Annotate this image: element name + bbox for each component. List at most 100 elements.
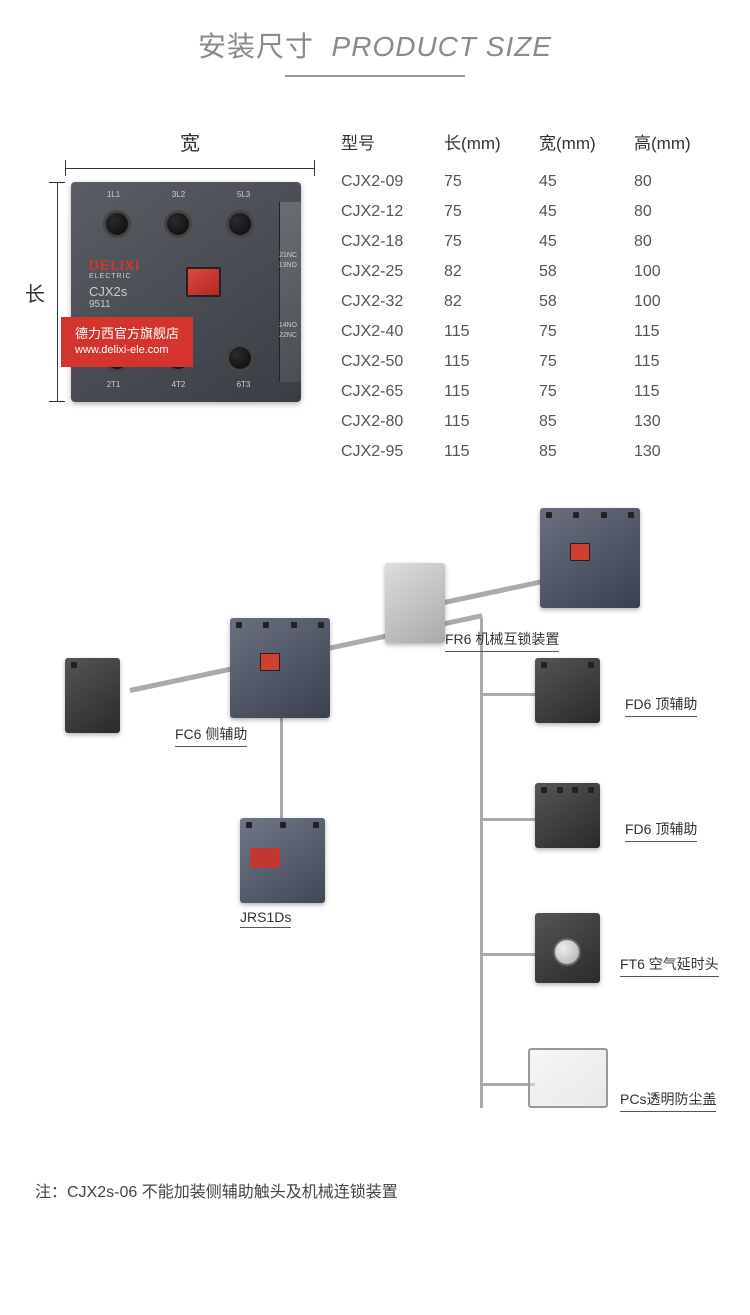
fc6-label: FC6 侧辅助 <box>175 724 247 747</box>
table-cell: 45 <box>535 168 628 196</box>
table-cell: CJX2-25 <box>337 258 438 286</box>
col-height: 高(mm) <box>630 129 723 166</box>
side-label: 22NC <box>279 332 297 339</box>
table-row: CJX2-258258100 <box>337 258 723 286</box>
table-cell: 58 <box>535 258 628 286</box>
col-length: 长(mm) <box>440 129 533 166</box>
table-cell: CJX2-18 <box>337 228 438 256</box>
height-dimension-bar <box>49 182 65 402</box>
table-cell: 115 <box>440 438 533 466</box>
fd6-label-node: FD6 顶辅助 <box>625 688 697 717</box>
col-model: 型号 <box>337 129 438 166</box>
table-cell: CJX2-12 <box>337 198 438 226</box>
page-title: 安装尺寸 PRODUCT SIZE <box>0 25 750 65</box>
pcs-label: PCs透明防尘盖 <box>620 1089 716 1112</box>
table-cell: 85 <box>535 438 628 466</box>
table-cell: 75 <box>440 168 533 196</box>
connector-line-vertical <box>480 618 483 1108</box>
footnote: 注：CJX2s-06 不能加装侧辅助触头及机械连锁装置 <box>0 1158 750 1242</box>
table-cell: 58 <box>535 288 628 316</box>
terminal-label: 3L2 <box>172 190 185 208</box>
ft6-label-node: FT6 空气延时头 <box>620 948 719 977</box>
table-cell: 75 <box>535 318 628 346</box>
model-number: 9511 <box>89 299 219 310</box>
table-row: CJX2-4011575115 <box>337 318 723 346</box>
table-cell: 80 <box>630 228 723 256</box>
pcs-label-node: PCs透明防尘盖 <box>620 1083 716 1112</box>
table-row: CJX2-6511575115 <box>337 378 723 406</box>
switch-button <box>186 267 221 297</box>
product-photo: 1L1 3L2 5L3 21NC 13NO 14NO 22NC DELIXI E… <box>71 182 301 402</box>
pcs-node <box>528 1048 608 1108</box>
table-cell: 115 <box>440 378 533 406</box>
fr6-label-node: FR6 机械互锁装置 <box>445 623 559 652</box>
jrs-label: JRS1Ds <box>240 909 291 928</box>
watermark-badge: 德力西官方旗舰店 www.delixi-ele.com <box>61 317 193 367</box>
connector-line <box>480 818 535 821</box>
table-row: CJX2-8011585130 <box>337 408 723 436</box>
accessory-diagram: FC6 侧辅助 FR6 机械互锁装置 JRS1Ds FD6 顶辅助 <box>0 508 750 1158</box>
terminal-label: 5L3 <box>237 190 250 208</box>
table-cell: 45 <box>535 228 628 256</box>
ft6-node <box>535 913 600 983</box>
main-contactor-node: FC6 侧辅助 <box>230 618 330 747</box>
table-cell: 100 <box>630 258 723 286</box>
table-cell: 75 <box>535 378 628 406</box>
table-row: CJX2-9511585130 <box>337 438 723 466</box>
fd6-label-node-2: FD6 顶辅助 <box>625 813 697 842</box>
table-cell: 80 <box>630 198 723 226</box>
interlock-node <box>385 563 445 643</box>
table-row: CJX2-09754580 <box>337 168 723 196</box>
table-cell: 115 <box>440 318 533 346</box>
table-cell: 115 <box>630 378 723 406</box>
fd6-node <box>535 658 600 723</box>
terminal-label: 1L1 <box>107 190 120 208</box>
side-label: 21NC <box>279 252 297 259</box>
fd6-node-2 <box>535 783 600 848</box>
table-row: CJX2-328258100 <box>337 288 723 316</box>
table-cell: CJX2-50 <box>337 348 438 376</box>
fr6-label: FR6 机械互锁装置 <box>445 629 559 652</box>
fd6-label-2: FD6 顶辅助 <box>625 819 697 842</box>
width-label: 宽 <box>65 127 315 156</box>
col-width: 宽(mm) <box>535 129 628 166</box>
main-contactor-node-right <box>540 508 640 608</box>
length-label: 长 <box>25 278 45 307</box>
accessory-node <box>65 658 120 733</box>
table-cell: CJX2-95 <box>337 438 438 466</box>
table-cell: 85 <box>535 408 628 436</box>
ft6-label: FT6 空气延时头 <box>620 954 719 977</box>
table-cell: 45 <box>535 198 628 226</box>
fd6-label: FD6 顶辅助 <box>625 694 697 717</box>
size-section: 宽 长 1L1 3L2 5L3 21NC <box>0 97 750 508</box>
table-cell: 115 <box>440 408 533 436</box>
table-cell: CJX2-40 <box>337 318 438 346</box>
table-cell: CJX2-65 <box>337 378 438 406</box>
table-cell: 75 <box>535 348 628 376</box>
table-cell: 100 <box>630 288 723 316</box>
product-photo-column: 宽 长 1L1 3L2 5L3 21NC <box>25 127 315 468</box>
watermark-url: www.delixi-ele.com <box>75 343 179 358</box>
side-label: 14NO <box>279 322 297 329</box>
table-cell: CJX2-09 <box>337 168 438 196</box>
header: 安装尺寸 PRODUCT SIZE <box>0 0 750 97</box>
table-cell: 82 <box>440 288 533 316</box>
width-dimension-bar <box>65 160 315 176</box>
size-table: 型号 长(mm) 宽(mm) 高(mm) CJX2-09754580CJX2-1… <box>335 127 725 468</box>
connector-line <box>480 953 535 956</box>
table-cell: 115 <box>440 348 533 376</box>
side-label: 13NO <box>279 262 297 269</box>
title-cn: 安装尺寸 <box>198 31 314 62</box>
terminal-label: 4T2 <box>172 380 186 394</box>
table-cell: 115 <box>630 348 723 376</box>
table-cell: 75 <box>440 228 533 256</box>
table-cell: 130 <box>630 408 723 436</box>
jrs-node: JRS1Ds <box>240 818 325 928</box>
connector-line <box>480 693 535 696</box>
connector-line <box>480 1083 535 1086</box>
table-row: CJX2-5011575115 <box>337 348 723 376</box>
table-cell: CJX2-32 <box>337 288 438 316</box>
table-row: CJX2-12754580 <box>337 198 723 226</box>
table-cell: CJX2-80 <box>337 408 438 436</box>
table-cell: 115 <box>630 318 723 346</box>
